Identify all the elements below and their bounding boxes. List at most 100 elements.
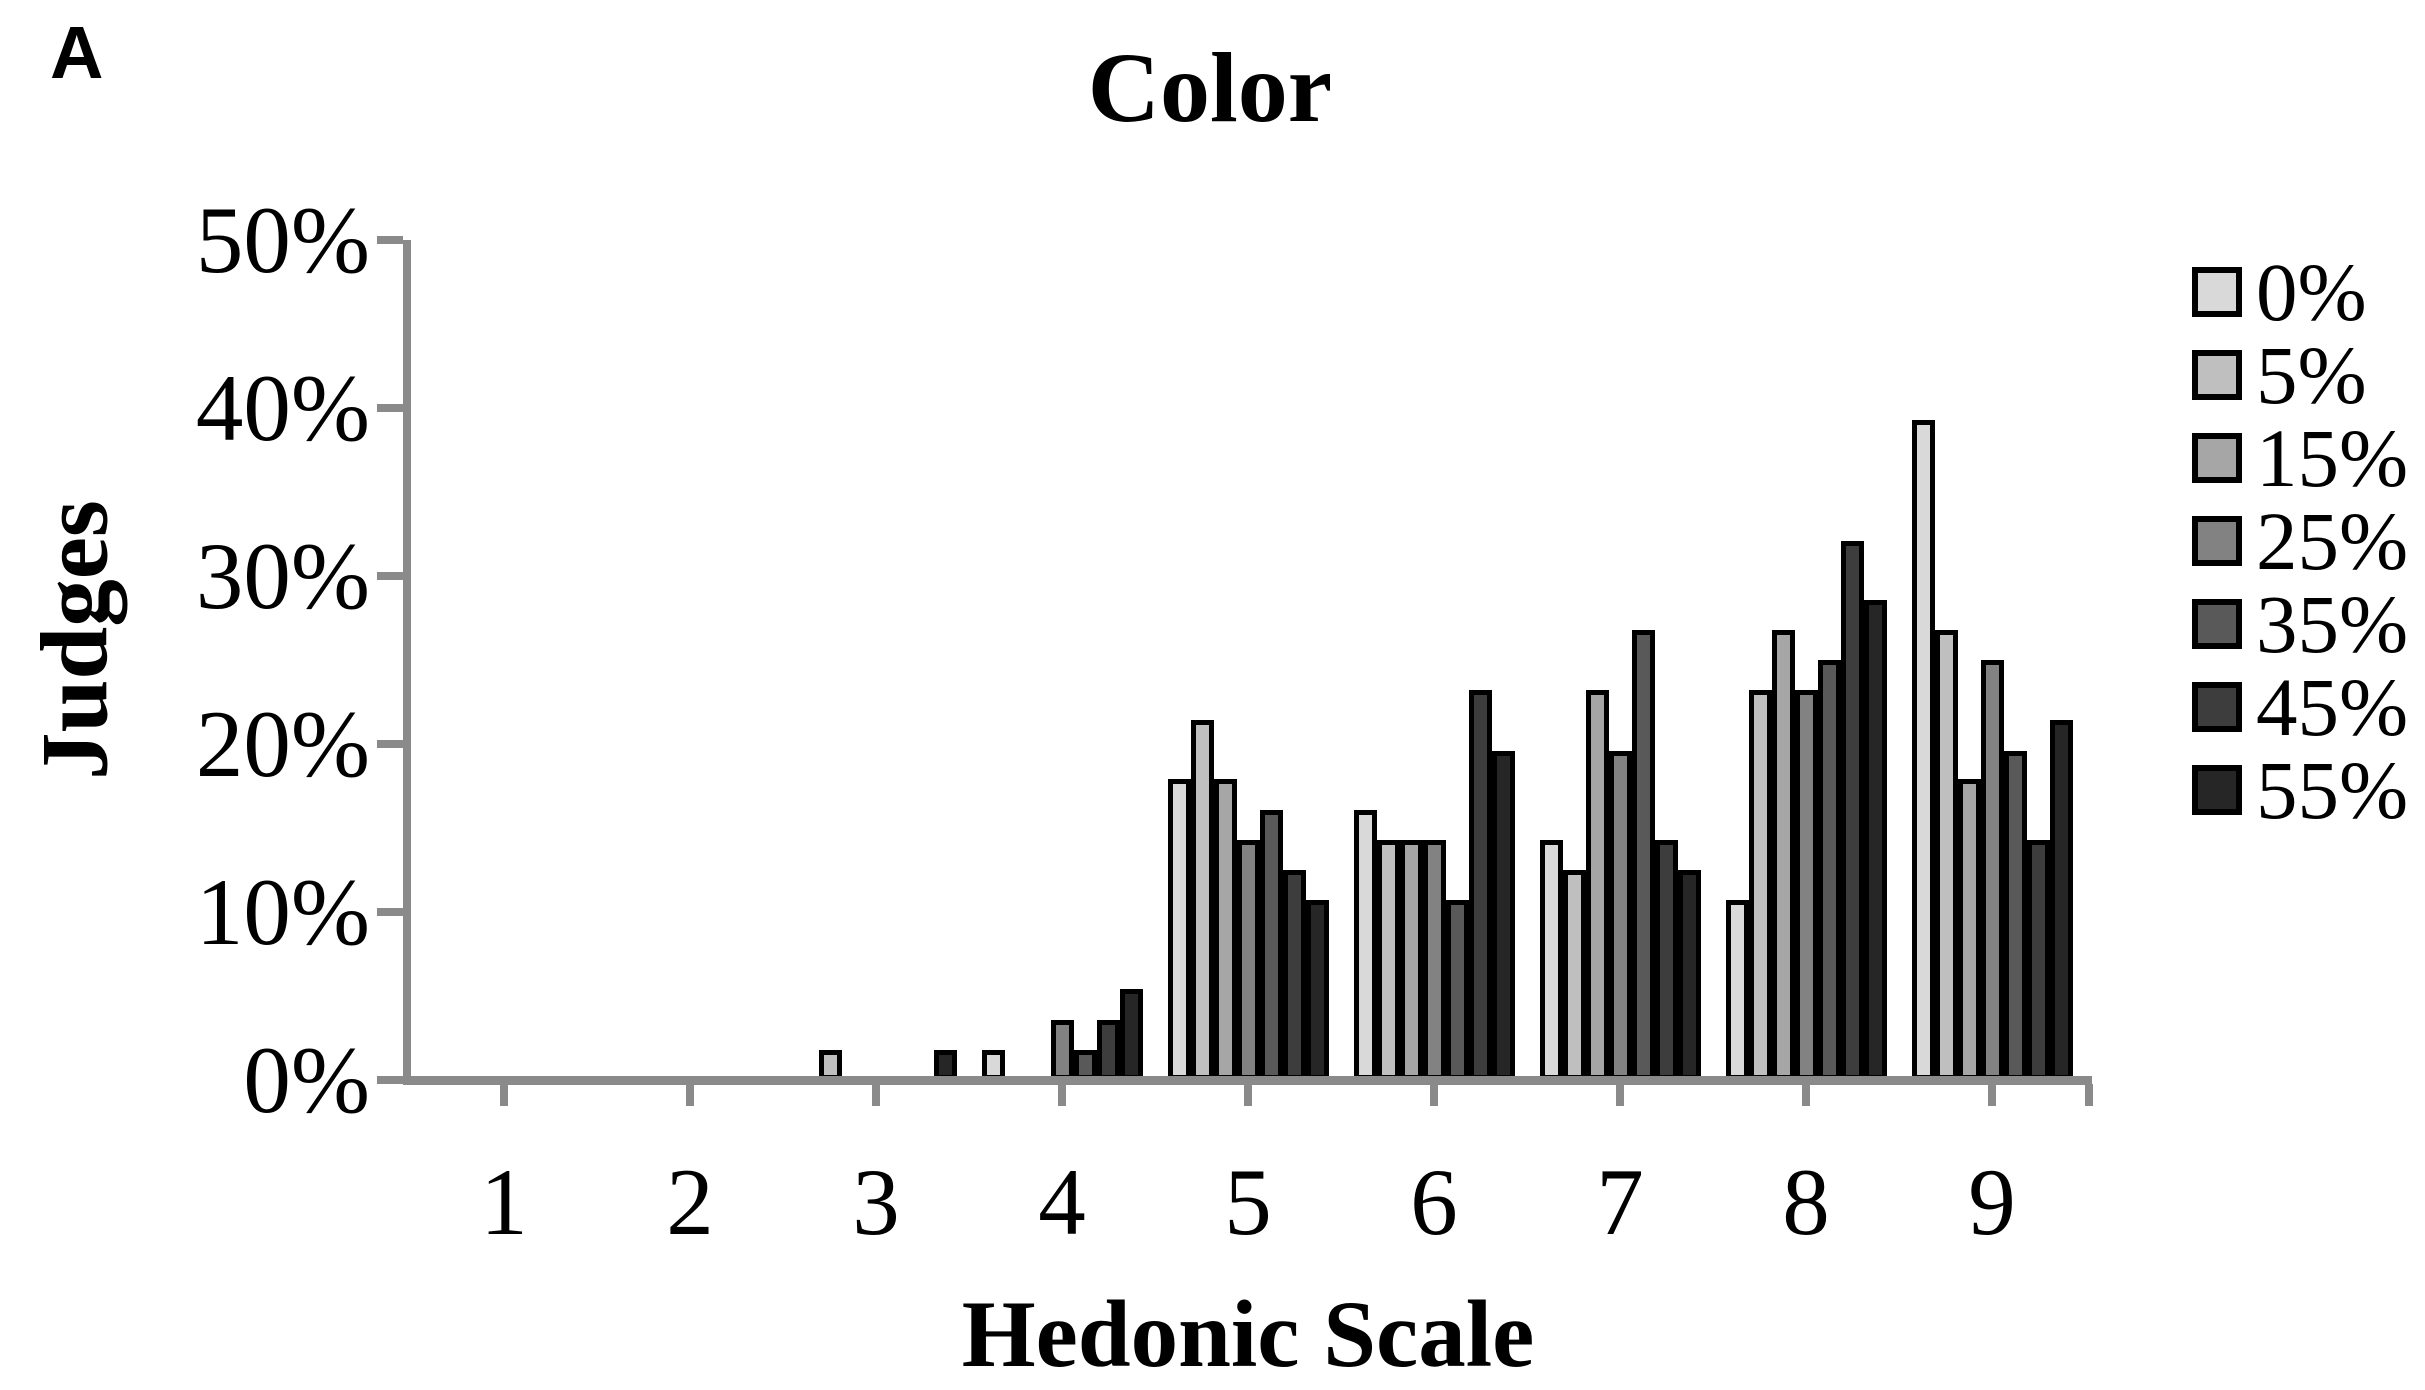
legend-entry: 45% xyxy=(2192,665,2408,748)
x-tick-label: 8 xyxy=(1782,1149,1830,1255)
bar-scale6-series15pct xyxy=(1399,840,1423,1080)
bar-scale7-series45pct xyxy=(1654,840,1678,1080)
bar-group-5 xyxy=(1167,240,1329,1080)
bar-scale6-series25pct xyxy=(1422,840,1446,1080)
bar-scale4-series25pct xyxy=(1050,1020,1074,1080)
legend-swatch-15pct xyxy=(2192,433,2242,483)
bar-scale7-series5pct xyxy=(1562,870,1586,1080)
legend-label: 5% xyxy=(2256,328,2367,421)
legend-entry: 55% xyxy=(2192,748,2408,831)
y-tick-label: 50% xyxy=(195,187,370,293)
legend-swatch-5pct xyxy=(2192,350,2242,400)
legend-swatch-45pct xyxy=(2192,682,2242,732)
y-tick-label: 30% xyxy=(195,523,370,629)
x-axis-tick xyxy=(1988,1084,1996,1106)
bar-group-2 xyxy=(609,240,771,1080)
bar-scale6-series5pct xyxy=(1376,840,1400,1080)
x-axis-tick xyxy=(1616,1084,1624,1106)
bar-scale9-series0pct xyxy=(1911,420,1935,1080)
bar-scale5-series45pct xyxy=(1282,870,1306,1080)
y-axis-title: Judges xyxy=(21,500,128,780)
legend-label: 55% xyxy=(2256,743,2409,836)
bar-scale9-series15pct xyxy=(1957,779,1981,1080)
x-tick-label: 9 xyxy=(1968,1149,2016,1255)
bar-group-3 xyxy=(795,240,957,1080)
bar-scale6-series0pct xyxy=(1353,810,1377,1080)
legend-entry: 0% xyxy=(2192,250,2367,333)
bar-scale8-series0pct xyxy=(1725,900,1749,1080)
legend-label: 15% xyxy=(2256,411,2409,504)
y-tick-label: 20% xyxy=(195,691,370,797)
x-axis-tick xyxy=(500,1084,508,1106)
legend-swatch-35pct xyxy=(2192,599,2242,649)
bar-scale4-series45pct xyxy=(1096,1020,1120,1080)
y-axis-tick xyxy=(377,908,403,916)
panel-letter: A xyxy=(50,11,104,94)
x-tick-label: 1 xyxy=(480,1149,528,1255)
bar-scale5-series5pct xyxy=(1190,720,1214,1080)
bar-scale7-series15pct xyxy=(1585,690,1609,1080)
x-tick-label: 6 xyxy=(1410,1149,1458,1255)
x-axis-tick xyxy=(686,1084,694,1106)
bar-group-6 xyxy=(1353,240,1515,1080)
bar-scale8-series25pct xyxy=(1794,690,1818,1080)
x-tick-label: 7 xyxy=(1596,1149,1644,1255)
y-axis-tick xyxy=(377,236,403,244)
x-tick-label: 4 xyxy=(1038,1149,1086,1255)
bar-group-8 xyxy=(1725,240,1887,1080)
x-tick-label: 3 xyxy=(852,1149,900,1255)
bar-group-4 xyxy=(981,240,1143,1080)
legend-label: 35% xyxy=(2256,577,2409,670)
y-axis-tick xyxy=(377,1076,403,1084)
bar-scale9-series5pct xyxy=(1934,630,1958,1080)
bar-scale6-series35pct xyxy=(1445,900,1469,1080)
bar-scale9-series35pct xyxy=(2003,751,2027,1080)
bar-group-9 xyxy=(1911,240,2073,1080)
bar-scale4-series55pct xyxy=(1119,989,1143,1080)
bar-scale5-series0pct xyxy=(1167,779,1191,1080)
bar-scale8-series45pct xyxy=(1840,541,1864,1080)
y-axis-line xyxy=(403,240,411,1085)
bar-scale5-series25pct xyxy=(1236,840,1260,1080)
y-tick-label: 40% xyxy=(195,355,370,461)
bar-scale7-series25pct xyxy=(1608,751,1632,1080)
legend-swatch-25pct xyxy=(2192,516,2242,566)
x-axis-tick xyxy=(872,1084,880,1106)
bar-scale7-series0pct xyxy=(1539,840,1563,1080)
x-tick-label: 5 xyxy=(1224,1149,1272,1255)
x-axis-tick xyxy=(1430,1084,1438,1106)
x-axis-end-tick xyxy=(2085,1084,2093,1106)
legend-swatch-0pct xyxy=(2192,267,2242,317)
y-axis-tick xyxy=(377,404,403,412)
bar-scale8-series5pct xyxy=(1748,690,1772,1080)
legend-label: 25% xyxy=(2256,494,2409,587)
bar-scale7-series35pct xyxy=(1631,630,1655,1080)
legend-entry: 35% xyxy=(2192,582,2408,665)
bar-scale9-series55pct xyxy=(2049,720,2073,1080)
bar-group-7 xyxy=(1539,240,1701,1080)
x-axis-tick xyxy=(1244,1084,1252,1106)
x-axis-tick xyxy=(1058,1084,1066,1106)
y-tick-label: 10% xyxy=(195,859,370,965)
bar-group-1 xyxy=(423,240,585,1080)
legend-entry: 15% xyxy=(2192,416,2408,499)
bar-scale5-series35pct xyxy=(1259,810,1283,1080)
bar-scale9-series45pct xyxy=(2026,840,2050,1080)
x-axis-line xyxy=(403,1076,2092,1085)
bar-scale8-series55pct xyxy=(1863,600,1887,1080)
legend-entry: 25% xyxy=(2192,499,2408,582)
y-axis-tick xyxy=(377,572,403,580)
x-tick-label: 2 xyxy=(666,1149,714,1255)
x-axis-title: Hedonic Scale xyxy=(961,1281,1535,1387)
chart-title: Color xyxy=(1087,32,1333,143)
bar-scale8-series35pct xyxy=(1817,660,1841,1080)
y-axis-tick xyxy=(377,740,403,748)
bar-scale8-series15pct xyxy=(1771,630,1795,1080)
legend-label: 0% xyxy=(2256,245,2367,338)
bar-scale5-series15pct xyxy=(1213,779,1237,1080)
legend-swatch-55pct xyxy=(2192,765,2242,815)
legend-entry: 5% xyxy=(2192,333,2367,416)
x-axis-tick xyxy=(1802,1084,1810,1106)
y-tick-label: 0% xyxy=(243,1027,370,1133)
